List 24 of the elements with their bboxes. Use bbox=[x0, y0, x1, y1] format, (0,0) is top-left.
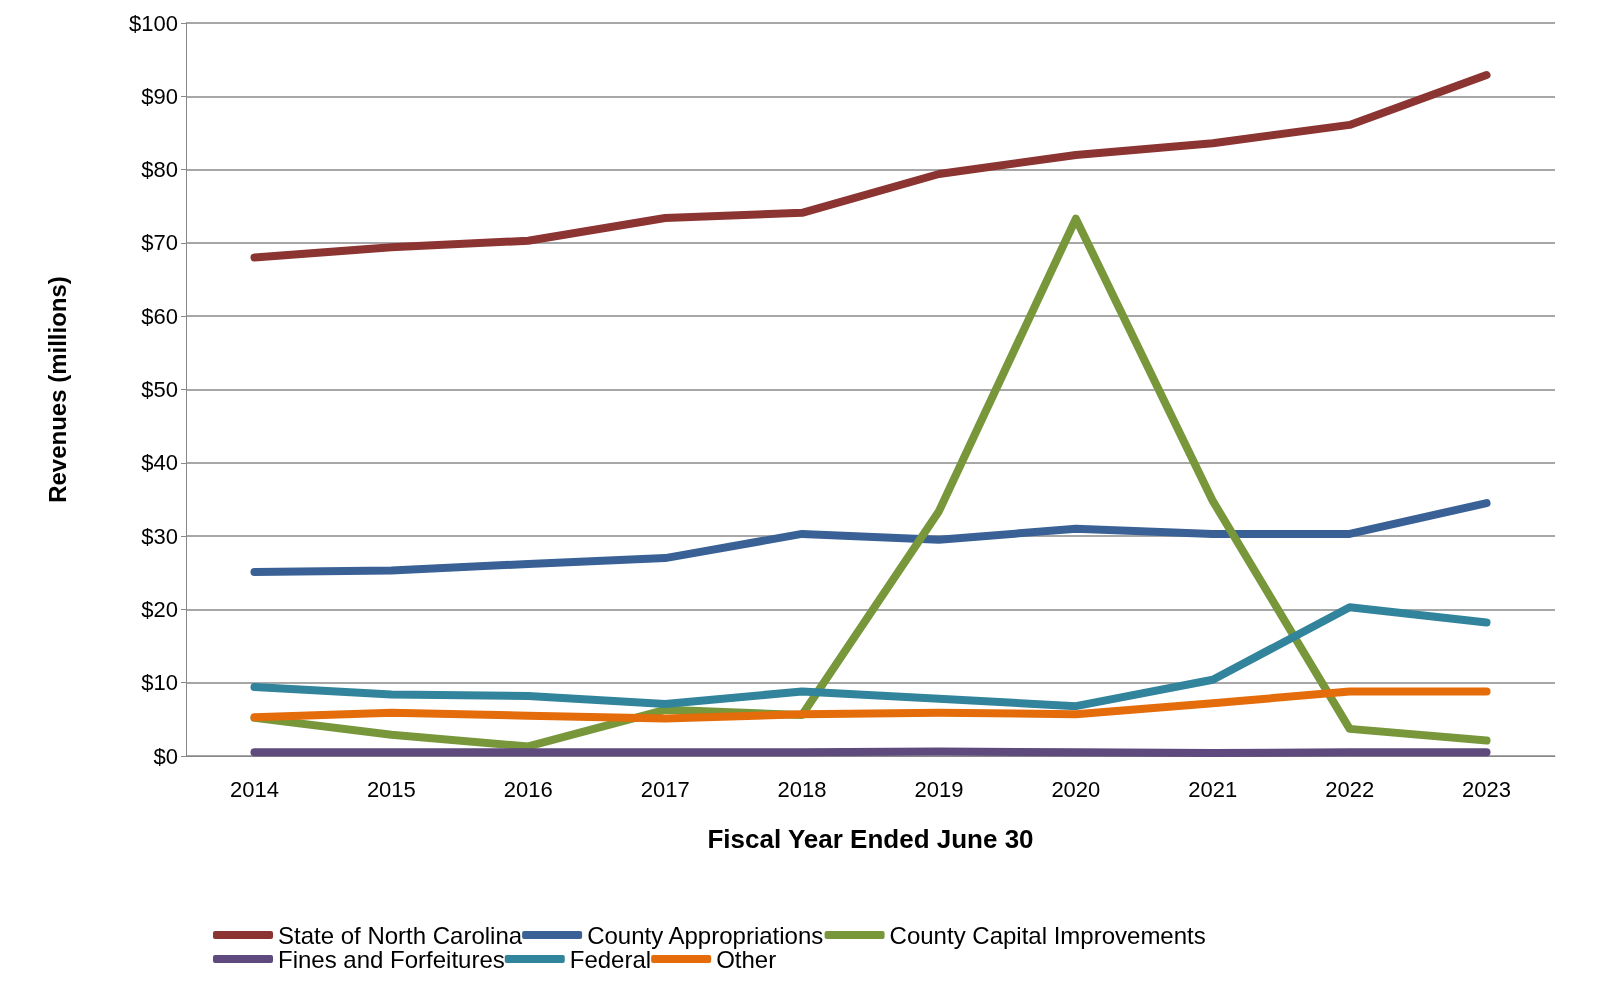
x-tick-label: 2021 bbox=[1188, 776, 1238, 802]
x-tick-label: 2023 bbox=[1462, 776, 1512, 802]
y-tick-label: $40 bbox=[141, 450, 178, 476]
y-tick-label: $20 bbox=[141, 596, 178, 622]
y-tick-label: $100 bbox=[129, 10, 178, 36]
y-tick-label: $10 bbox=[141, 670, 178, 696]
y-tick-label: $50 bbox=[141, 377, 178, 402]
x-axis-title: Fiscal Year Ended June 30 bbox=[707, 824, 1034, 854]
y-tick-label: $30 bbox=[141, 523, 178, 549]
y-tick-label: $80 bbox=[141, 157, 178, 183]
x-tick-label: 2017 bbox=[640, 776, 690, 802]
y-tick-label: $70 bbox=[141, 230, 178, 256]
x-tick-label: 2019 bbox=[914, 776, 964, 802]
legend-label: County Capital Improvements bbox=[889, 921, 1206, 949]
x-tick-label: 2018 bbox=[777, 776, 827, 802]
x-tick-label: 2020 bbox=[1051, 776, 1101, 802]
y-axis-title: Revenues (millions) bbox=[43, 276, 71, 503]
x-tick-label: 2016 bbox=[503, 776, 553, 802]
y-tick-label: $90 bbox=[141, 83, 178, 109]
y-tick-label: $60 bbox=[141, 303, 178, 329]
x-tick-label: 2015 bbox=[366, 776, 416, 802]
x-tick-label: 2022 bbox=[1325, 776, 1375, 802]
x-tick-label: 2014 bbox=[229, 776, 279, 802]
y-tick-label: $0 bbox=[153, 743, 178, 769]
